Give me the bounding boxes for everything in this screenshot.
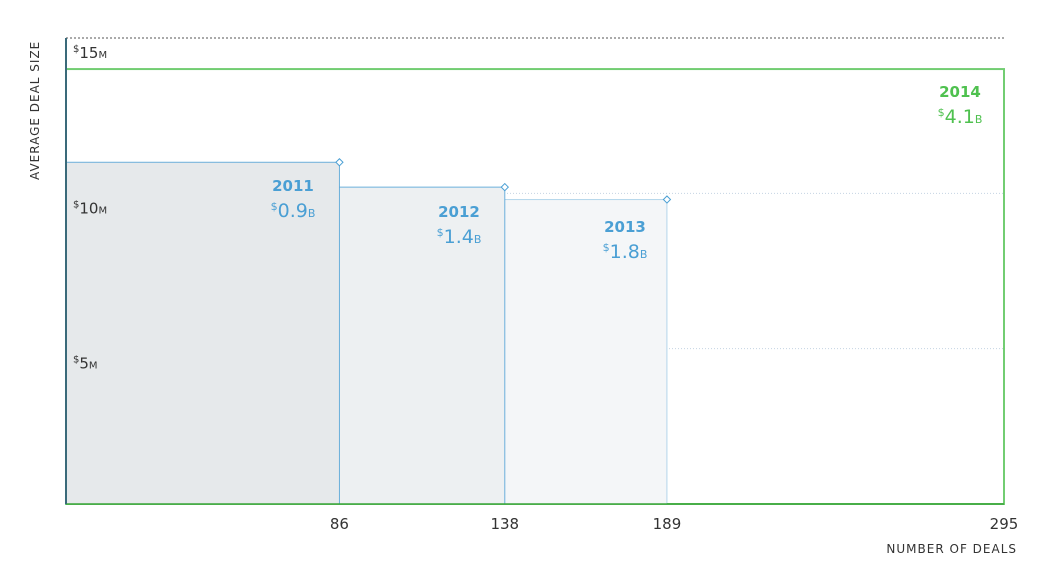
y-tick-unit: M <box>98 205 107 216</box>
total-label-2013: $1.8B <box>603 241 648 263</box>
year-label-2012: 2012 <box>438 203 480 221</box>
y-tick-unit: M <box>89 361 98 372</box>
x-tick-label-86: 86 <box>330 515 349 533</box>
total-number: 1.4 <box>444 226 474 248</box>
y-tick-label-5: $5M <box>73 355 98 373</box>
rect-layer <box>65 68 1005 505</box>
total-label-2014: $4.1B <box>938 106 983 128</box>
year-label-2014: 2014 <box>939 83 981 101</box>
y-tick-number: 15 <box>79 44 98 62</box>
y-axis-title: AVERAGE DEAL SIZE <box>28 41 42 180</box>
x-tick-label-295: 295 <box>990 515 1019 533</box>
total-unit: B <box>474 233 482 246</box>
x-axis-title: NUMBER OF DEALS <box>886 542 1017 556</box>
bar-2011 <box>65 161 340 505</box>
year-label-2011: 2011 <box>272 177 314 195</box>
corner-marker-2011 <box>335 158 344 167</box>
y-tick-number: 10 <box>79 199 98 217</box>
total-unit: B <box>640 248 648 261</box>
total-currency: $ <box>437 226 444 239</box>
total-number: 1.8 <box>610 241 640 263</box>
x-tick-label-189: 189 <box>653 515 682 533</box>
total-number: 4.1 <box>945 106 975 128</box>
total-currency: $ <box>938 106 945 119</box>
total-unit: B <box>308 207 316 220</box>
y-tick-label-10: $10M <box>73 199 107 217</box>
y-tick-label-15: $15M <box>73 44 107 62</box>
total-unit: B <box>975 113 983 126</box>
corner-marker-2012 <box>500 182 510 192</box>
total-currency: $ <box>271 200 278 213</box>
total-currency: $ <box>603 241 610 254</box>
y-tick-currency: $ <box>73 199 79 210</box>
y-tick-currency: $ <box>73 44 79 55</box>
total-label-2012: $1.4B <box>437 226 482 248</box>
y-tick-number: 5 <box>79 355 89 373</box>
x-tick-label-138: 138 <box>490 515 519 533</box>
total-label-2011: $0.9B <box>271 200 316 222</box>
year-label-2013: 2013 <box>604 218 646 236</box>
total-number: 0.9 <box>278 200 308 222</box>
y-tick-unit: M <box>98 50 107 61</box>
corner-marker-2013 <box>662 195 672 204</box>
y-tick-currency: $ <box>73 355 79 366</box>
